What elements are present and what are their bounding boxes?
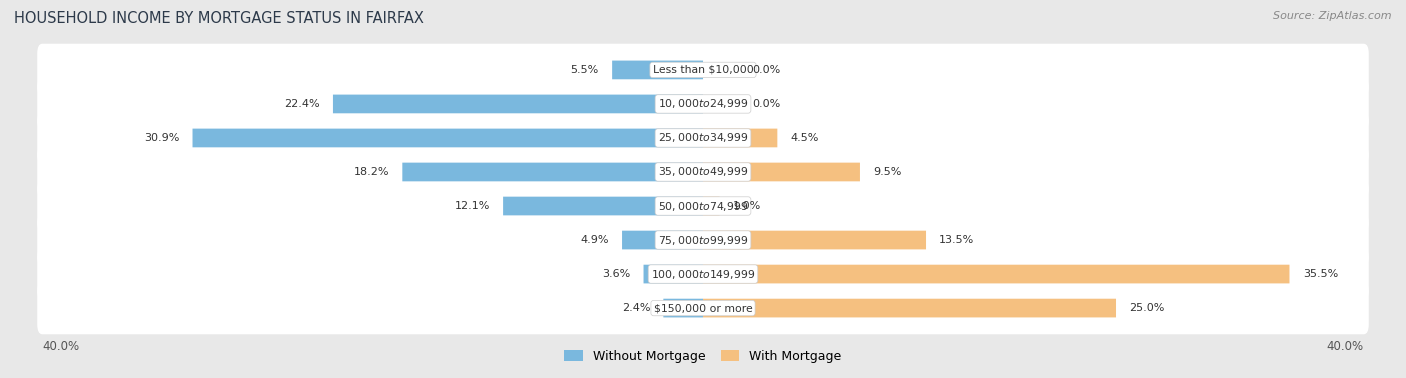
Text: 22.4%: 22.4% bbox=[284, 99, 319, 109]
Text: 0.0%: 0.0% bbox=[752, 99, 780, 109]
FancyBboxPatch shape bbox=[664, 299, 703, 318]
FancyBboxPatch shape bbox=[37, 214, 1369, 266]
Text: 1.0%: 1.0% bbox=[733, 201, 761, 211]
Legend: Without Mortgage, With Mortgage: Without Mortgage, With Mortgage bbox=[560, 345, 846, 368]
Text: $75,000 to $99,999: $75,000 to $99,999 bbox=[658, 234, 748, 246]
FancyBboxPatch shape bbox=[37, 44, 1369, 96]
FancyBboxPatch shape bbox=[703, 163, 860, 181]
Text: $100,000 to $149,999: $100,000 to $149,999 bbox=[651, 268, 755, 280]
Text: 13.5%: 13.5% bbox=[939, 235, 974, 245]
Text: 12.1%: 12.1% bbox=[454, 201, 489, 211]
Text: 25.0%: 25.0% bbox=[1129, 303, 1164, 313]
Text: 18.2%: 18.2% bbox=[354, 167, 389, 177]
Text: 40.0%: 40.0% bbox=[1327, 340, 1364, 353]
Text: 2.4%: 2.4% bbox=[621, 303, 650, 313]
Text: 0.0%: 0.0% bbox=[752, 65, 780, 75]
Text: 30.9%: 30.9% bbox=[143, 133, 180, 143]
FancyBboxPatch shape bbox=[612, 60, 703, 79]
Text: $150,000 or more: $150,000 or more bbox=[654, 303, 752, 313]
Text: 40.0%: 40.0% bbox=[42, 340, 79, 353]
Text: 35.5%: 35.5% bbox=[1303, 269, 1339, 279]
FancyBboxPatch shape bbox=[37, 146, 1369, 198]
FancyBboxPatch shape bbox=[621, 231, 703, 249]
Text: 5.5%: 5.5% bbox=[571, 65, 599, 75]
FancyBboxPatch shape bbox=[37, 112, 1369, 164]
Text: $50,000 to $74,999: $50,000 to $74,999 bbox=[658, 200, 748, 212]
FancyBboxPatch shape bbox=[703, 299, 1116, 318]
Text: $35,000 to $49,999: $35,000 to $49,999 bbox=[658, 166, 748, 178]
Text: 4.9%: 4.9% bbox=[581, 235, 609, 245]
FancyBboxPatch shape bbox=[333, 94, 703, 113]
Text: 4.5%: 4.5% bbox=[790, 133, 818, 143]
Text: $10,000 to $24,999: $10,000 to $24,999 bbox=[658, 98, 748, 110]
FancyBboxPatch shape bbox=[703, 197, 720, 215]
FancyBboxPatch shape bbox=[37, 180, 1369, 232]
Text: Less than $10,000: Less than $10,000 bbox=[652, 65, 754, 75]
Text: Source: ZipAtlas.com: Source: ZipAtlas.com bbox=[1274, 11, 1392, 21]
FancyBboxPatch shape bbox=[703, 129, 778, 147]
FancyBboxPatch shape bbox=[503, 197, 703, 215]
Text: HOUSEHOLD INCOME BY MORTGAGE STATUS IN FAIRFAX: HOUSEHOLD INCOME BY MORTGAGE STATUS IN F… bbox=[14, 11, 425, 26]
FancyBboxPatch shape bbox=[37, 282, 1369, 334]
FancyBboxPatch shape bbox=[703, 231, 927, 249]
FancyBboxPatch shape bbox=[37, 78, 1369, 130]
FancyBboxPatch shape bbox=[703, 265, 1289, 284]
FancyBboxPatch shape bbox=[37, 248, 1369, 300]
FancyBboxPatch shape bbox=[193, 129, 703, 147]
FancyBboxPatch shape bbox=[402, 163, 703, 181]
FancyBboxPatch shape bbox=[644, 265, 703, 284]
Text: $25,000 to $34,999: $25,000 to $34,999 bbox=[658, 132, 748, 144]
Text: 3.6%: 3.6% bbox=[602, 269, 630, 279]
Text: 9.5%: 9.5% bbox=[873, 167, 901, 177]
